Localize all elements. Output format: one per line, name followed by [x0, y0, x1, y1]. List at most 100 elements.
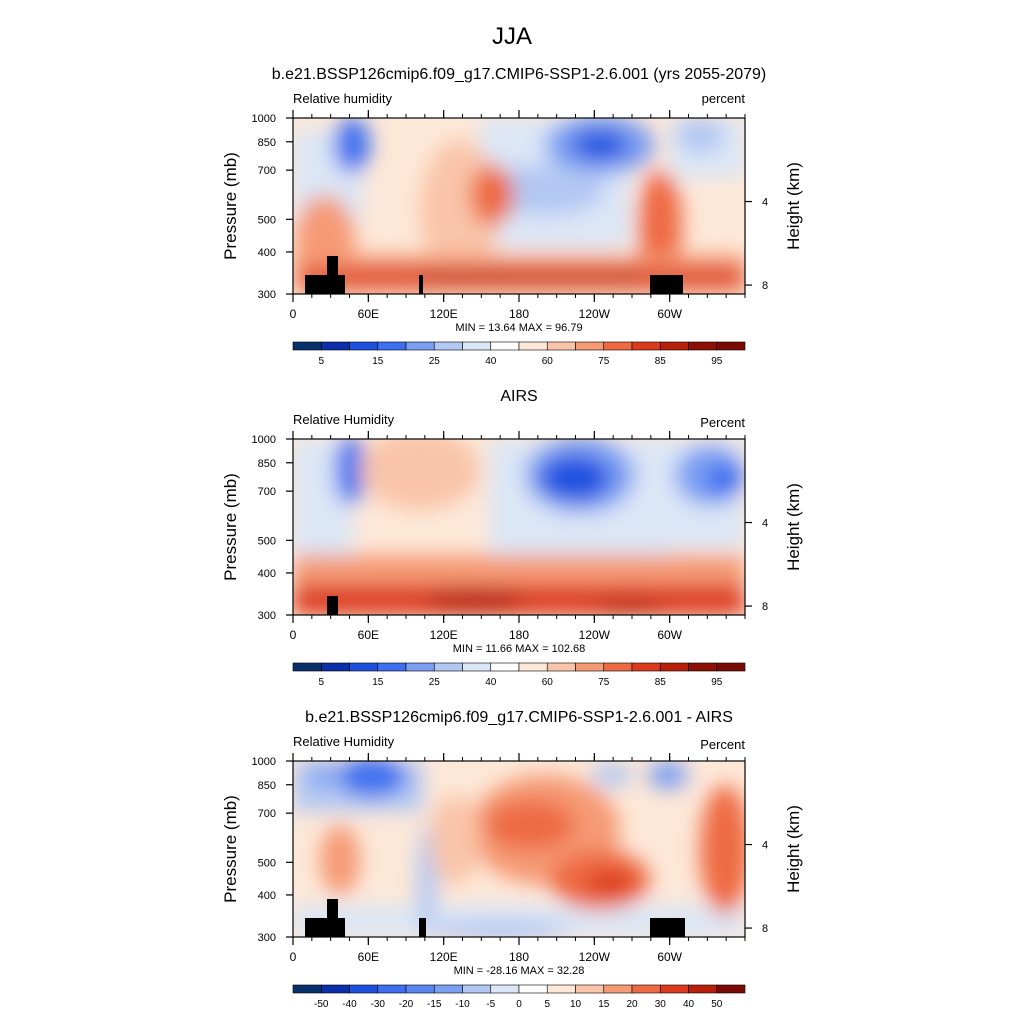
colorbar-label: 15 — [598, 999, 610, 1010]
colorbar-label: 25 — [429, 356, 441, 367]
colorbar-bin — [377, 341, 407, 351]
colorbar-label: 50 — [711, 999, 723, 1010]
colorbar-bin — [688, 984, 718, 994]
y2-axis: 84 — [745, 518, 768, 613]
terrain-mask — [419, 275, 423, 294]
y-axis: 300 400 500 700 850 1000 — [252, 113, 293, 301]
colorbar-bin — [433, 984, 463, 994]
colorbar-bin — [349, 341, 379, 351]
left-label: Relative humidity — [293, 91, 392, 106]
y-tick-label: 700 — [258, 486, 276, 498]
x-tick-label: 60W — [657, 950, 682, 964]
colorbar-bin — [320, 341, 350, 351]
colorbar-bin — [292, 341, 322, 351]
colorbar-bin — [716, 341, 746, 351]
y-tick-label: 1000 — [252, 756, 276, 768]
colorbar-bin — [688, 662, 718, 672]
colorbar-bin — [292, 662, 322, 672]
y-tick-label: 400 — [258, 247, 276, 259]
colorbar-label: -50 — [314, 999, 329, 1010]
colorbar-bin — [405, 984, 435, 994]
y-tick-label: 850 — [258, 458, 276, 470]
colorbar-label: 5 — [318, 356, 324, 367]
colorbar-bin — [546, 984, 576, 994]
colorbar-bin — [405, 662, 435, 672]
right-label: percent — [702, 91, 746, 106]
colorbar-bin — [349, 984, 379, 994]
y2-tick-label: 4 — [762, 518, 768, 530]
terrain-mask — [305, 275, 345, 294]
y-tick-label: 850 — [258, 137, 276, 149]
colorbar-bin — [349, 662, 379, 672]
panel-difference: b.e21.BSSP126cmip6.f09_g17.CMIP6-SSP1-2.… — [221, 709, 803, 1010]
x-tick-label: 180 — [509, 950, 529, 964]
colorbar-label: 75 — [598, 356, 610, 367]
y-tick-label: 300 — [258, 289, 276, 301]
colorbar-bin — [377, 984, 407, 994]
y-axis-title: Pressure (mb) — [221, 473, 240, 581]
y-tick-label: 400 — [258, 890, 276, 902]
colorbar-label: 15 — [372, 356, 384, 367]
y2-tick-label: 8 — [762, 601, 768, 613]
panel-airs: AIRS Relative Humidity Percent — [221, 388, 803, 688]
left-label: Relative Humidity — [293, 412, 395, 427]
colorbar: 5 15 25 40 60 75 85 95 — [292, 662, 746, 688]
colorbar-bin — [405, 341, 435, 351]
terrain-mask — [305, 918, 345, 937]
y-tick-label: 300 — [258, 932, 276, 944]
y-axis-title: Pressure (mb) — [221, 152, 240, 260]
panel-title: AIRS — [500, 388, 537, 405]
y2-axis-title: Height (km) — [784, 805, 803, 893]
y2-axis-title: Height (km) — [784, 483, 803, 571]
colorbar-label: 10 — [570, 999, 582, 1010]
left-label: Relative Humidity — [293, 734, 395, 749]
y2-axis: 84 — [745, 840, 768, 935]
y-tick-label: 500 — [258, 214, 276, 226]
y2-tick-label: 4 — [762, 840, 768, 852]
x-tick-label: 120E — [430, 628, 458, 642]
colorbar-bin — [518, 984, 548, 994]
colorbar-bin — [575, 984, 605, 994]
colorbar-bin — [433, 341, 463, 351]
colorbar-label: 95 — [711, 356, 723, 367]
colorbar-bin — [688, 341, 718, 351]
colorbar-bin — [659, 341, 689, 351]
x-tick-label: 60W — [657, 307, 682, 321]
right-label: Percent — [700, 737, 745, 752]
colorbar-label: 25 — [429, 677, 441, 688]
x-tick-label: 60E — [358, 628, 379, 642]
colorbar: 5 15 25 40 60 75 85 95 — [292, 341, 746, 367]
colorbar-bin — [659, 984, 689, 994]
contour-field — [293, 118, 745, 294]
y-tick-label: 700 — [258, 808, 276, 820]
terrain-mask — [327, 596, 338, 615]
colorbar-bin — [490, 662, 520, 672]
x-tick-label: 120W — [579, 628, 611, 642]
colorbar-bin — [631, 984, 661, 994]
x-axis: 0 60E 120E 180 120W 60W — [290, 110, 746, 321]
colorbar-bin — [575, 341, 605, 351]
colorbar-label: 15 — [372, 677, 384, 688]
colorbar-label: -15 — [427, 999, 442, 1010]
colorbar-label: 5 — [544, 999, 550, 1010]
colorbar-bin — [433, 662, 463, 672]
colorbar-bin — [716, 662, 746, 672]
colorbar-bin — [490, 984, 520, 994]
figure-title: JJA — [492, 23, 532, 50]
colorbar-bin — [631, 662, 661, 672]
colorbar-label: -10 — [455, 999, 470, 1010]
y-tick-label: 500 — [258, 857, 276, 869]
x-tick-label: 120E — [430, 950, 458, 964]
y-tick-label: 400 — [258, 568, 276, 580]
right-label: Percent — [700, 415, 745, 430]
x-tick-label: 0 — [290, 628, 297, 642]
x-tick-label: 60E — [358, 307, 379, 321]
y-tick-label: 850 — [258, 780, 276, 792]
panel-title: b.e21.BSSP126cmip6.f09_g17.CMIP6-SSP1-2.… — [305, 709, 733, 726]
colorbar-label: 40 — [485, 677, 497, 688]
y-axis: 300 400 500 700 850 1000 — [252, 434, 293, 622]
min-max-stats: MIN = 11.66 MAX = 102.68 — [453, 643, 585, 655]
colorbar-bin — [603, 984, 633, 994]
terrain-mask — [419, 918, 426, 937]
